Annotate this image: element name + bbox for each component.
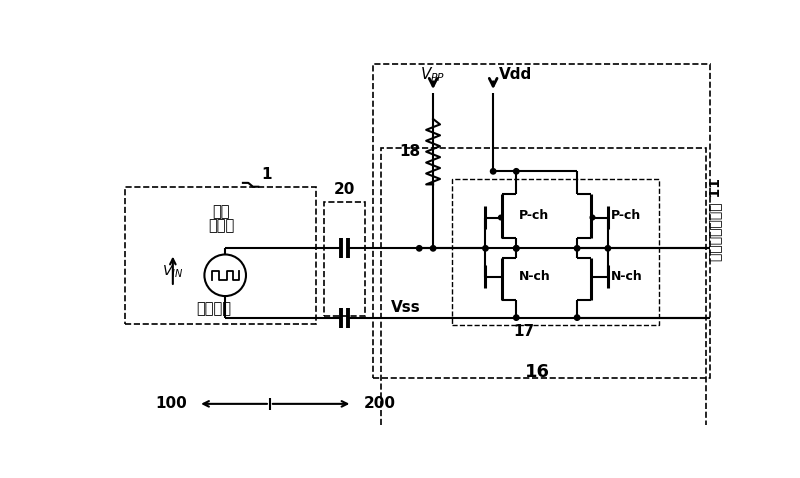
Bar <box>373 64 710 378</box>
Text: 发送电路: 发送电路 <box>196 301 231 316</box>
Circle shape <box>490 169 496 174</box>
Text: Vdd: Vdd <box>499 67 533 82</box>
Circle shape <box>514 169 519 174</box>
Circle shape <box>430 246 436 251</box>
Text: P-ch: P-ch <box>519 209 550 222</box>
Text: Vss: Vss <box>390 300 421 315</box>
Text: N-ch: N-ch <box>519 271 551 283</box>
Circle shape <box>514 315 519 320</box>
Text: 数据: 数据 <box>213 204 230 219</box>
Circle shape <box>514 246 519 251</box>
Bar <box>381 148 706 455</box>
Text: 信号源: 信号源 <box>208 217 234 233</box>
Text: 18: 18 <box>400 144 421 159</box>
Circle shape <box>417 246 422 251</box>
Bar <box>324 202 366 316</box>
Text: 200: 200 <box>364 396 396 412</box>
Circle shape <box>574 246 580 251</box>
Circle shape <box>605 246 610 251</box>
Text: 至信号处理电路 11: 至信号处理电路 11 <box>708 177 722 261</box>
Text: 1: 1 <box>262 167 272 182</box>
Circle shape <box>482 246 488 251</box>
Circle shape <box>514 246 519 251</box>
Text: 17: 17 <box>514 324 534 339</box>
Circle shape <box>590 215 594 220</box>
Bar <box>452 179 658 326</box>
Bar <box>125 187 316 324</box>
Circle shape <box>498 215 503 220</box>
Text: 100: 100 <box>155 396 186 412</box>
Text: P-ch: P-ch <box>611 209 642 222</box>
Text: N-ch: N-ch <box>611 271 642 283</box>
Text: 16: 16 <box>525 362 550 380</box>
Text: $V_{PP}$: $V_{PP}$ <box>421 65 446 84</box>
Circle shape <box>574 315 580 320</box>
Text: 20: 20 <box>334 182 355 197</box>
Text: $V_{IN}$: $V_{IN}$ <box>162 263 183 280</box>
